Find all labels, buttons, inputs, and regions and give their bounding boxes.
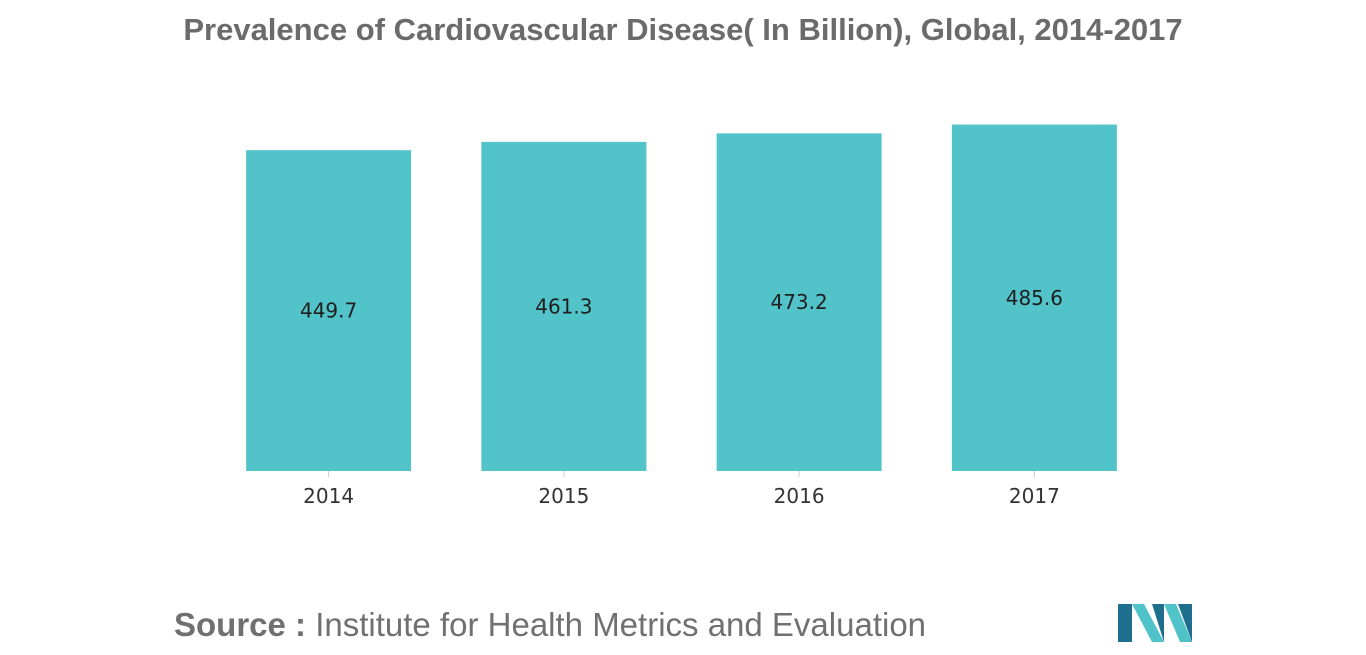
bar-2017 (951, 124, 1117, 471)
x-tick-label-2017: 2017 (1009, 484, 1060, 508)
data-label-2017: 485.6 (1006, 286, 1063, 310)
logo-shape-right (1178, 604, 1192, 642)
mordor-intelligence-logo-icon (1118, 604, 1192, 642)
bar-2016 (716, 133, 882, 471)
data-label-2016: 473.2 (770, 290, 827, 314)
x-axis: 2014 2015 2016 2017 (303, 471, 1060, 508)
source-text: Institute for Health Metrics and Evaluat… (315, 606, 927, 643)
logo-shape-diagonal (1132, 604, 1164, 642)
x-tick-label-2016: 2016 (774, 484, 825, 508)
logo-shape-right-diagonal (1164, 604, 1192, 642)
bar-2014 (246, 150, 412, 471)
bar-2015 (481, 141, 647, 471)
logo-shape-left (1118, 604, 1132, 642)
x-tick-label-2015: 2015 (538, 484, 589, 508)
x-tick-label-2014: 2014 (303, 484, 354, 508)
data-label-2015: 461.3 (535, 294, 592, 318)
bars-group: 449.7 461.3 473.2 485.6 (246, 124, 1117, 471)
chart-title: Prevalence of Cardiovascular Disease( In… (183, 12, 1183, 47)
bar-chart: 449.7 461.3 473.2 485.6 2014 2015 2016 2017 (246, 124, 1117, 508)
source-note: Source : Institute for Health Metrics an… (174, 606, 926, 644)
source-prefix: Source : (174, 606, 307, 643)
data-label-2014: 449.7 (300, 299, 357, 323)
logo-shape-mid (1152, 604, 1164, 642)
